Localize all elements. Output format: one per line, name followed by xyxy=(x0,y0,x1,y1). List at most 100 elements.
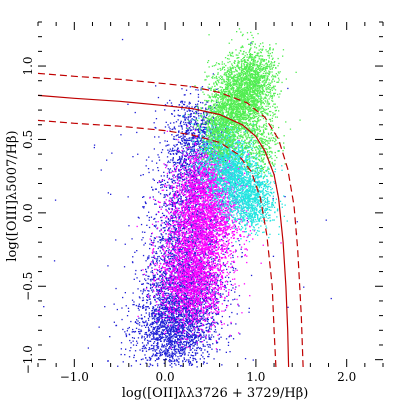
data-point xyxy=(200,322,202,325)
data-point xyxy=(188,282,190,284)
data-point xyxy=(169,302,171,305)
data-point xyxy=(185,161,187,163)
data-point xyxy=(167,289,169,291)
data-point xyxy=(205,292,207,295)
data-point xyxy=(158,159,161,161)
data-point xyxy=(192,261,194,263)
data-point xyxy=(169,364,171,366)
data-point xyxy=(145,362,147,364)
data-point xyxy=(196,203,198,206)
data-point xyxy=(174,298,176,300)
data-point xyxy=(199,299,201,301)
data-point xyxy=(216,284,219,286)
data-point xyxy=(184,287,186,290)
data-point xyxy=(196,342,198,344)
data-point xyxy=(189,282,191,284)
data-point xyxy=(176,220,178,222)
data-point xyxy=(180,298,182,301)
data-point xyxy=(187,206,190,208)
data-point xyxy=(200,139,202,141)
data-point xyxy=(182,348,185,351)
data-point xyxy=(183,116,185,119)
data-point xyxy=(182,247,185,249)
data-point xyxy=(204,163,206,165)
data-point xyxy=(193,132,196,134)
data-point xyxy=(190,303,192,305)
data-point xyxy=(174,319,176,321)
data-point xyxy=(191,355,193,357)
data-point xyxy=(156,259,158,262)
data-point xyxy=(158,328,160,330)
data-point xyxy=(215,313,217,316)
data-point xyxy=(187,346,190,348)
data-point xyxy=(183,313,185,315)
data-point xyxy=(157,346,160,348)
data-point xyxy=(183,358,186,360)
data-point xyxy=(164,324,166,326)
data-point xyxy=(159,351,161,353)
data-point xyxy=(152,196,154,198)
data-point xyxy=(228,316,231,318)
data-point xyxy=(166,210,168,212)
data-point xyxy=(199,140,201,142)
data-point xyxy=(166,243,168,245)
data-point xyxy=(216,275,218,277)
data-point xyxy=(175,364,177,366)
data-point xyxy=(159,282,161,284)
data-point xyxy=(159,242,162,244)
data-point xyxy=(153,237,156,239)
data-point xyxy=(153,276,155,278)
data-point xyxy=(178,304,180,306)
data-point xyxy=(174,341,176,343)
data-point xyxy=(187,237,189,239)
data-point xyxy=(173,330,175,332)
data-point xyxy=(167,240,169,242)
data-point xyxy=(179,243,182,245)
data-point xyxy=(203,303,205,305)
data-point xyxy=(153,275,155,277)
data-point xyxy=(180,290,182,292)
data-point xyxy=(226,304,228,307)
data-point xyxy=(210,219,212,221)
data-point xyxy=(125,334,128,336)
data-point xyxy=(221,131,223,133)
data-point xyxy=(225,351,227,353)
data-point xyxy=(200,262,202,264)
data-point xyxy=(193,341,195,344)
data-point xyxy=(141,318,143,320)
data-point xyxy=(190,336,192,338)
data-point xyxy=(169,345,171,348)
data-point xyxy=(193,331,196,334)
data-point xyxy=(172,311,174,314)
data-point xyxy=(167,279,170,281)
data-point xyxy=(175,239,177,241)
data-point xyxy=(185,309,187,311)
data-point xyxy=(191,301,194,303)
data-point xyxy=(181,201,184,203)
data-point xyxy=(179,342,181,344)
data-point xyxy=(177,162,179,164)
data-point xyxy=(166,351,168,353)
data-point xyxy=(146,302,148,304)
data-point xyxy=(179,201,181,203)
data-point xyxy=(200,232,202,234)
data-point xyxy=(143,244,145,246)
data-point xyxy=(187,304,189,307)
data-point xyxy=(212,336,215,338)
data-point xyxy=(187,118,189,121)
data-point xyxy=(175,300,178,303)
data-point xyxy=(193,152,195,154)
data-point xyxy=(166,327,168,330)
data-point xyxy=(153,333,155,335)
data-point xyxy=(163,345,165,347)
data-point xyxy=(177,307,180,309)
data-point xyxy=(189,93,192,95)
data-point xyxy=(169,285,172,287)
data-point xyxy=(164,257,166,259)
data-point xyxy=(219,293,222,295)
data-point xyxy=(185,318,187,320)
data-point xyxy=(188,314,190,316)
data-point xyxy=(192,355,195,357)
data-point xyxy=(161,186,164,188)
data-point xyxy=(186,110,188,112)
